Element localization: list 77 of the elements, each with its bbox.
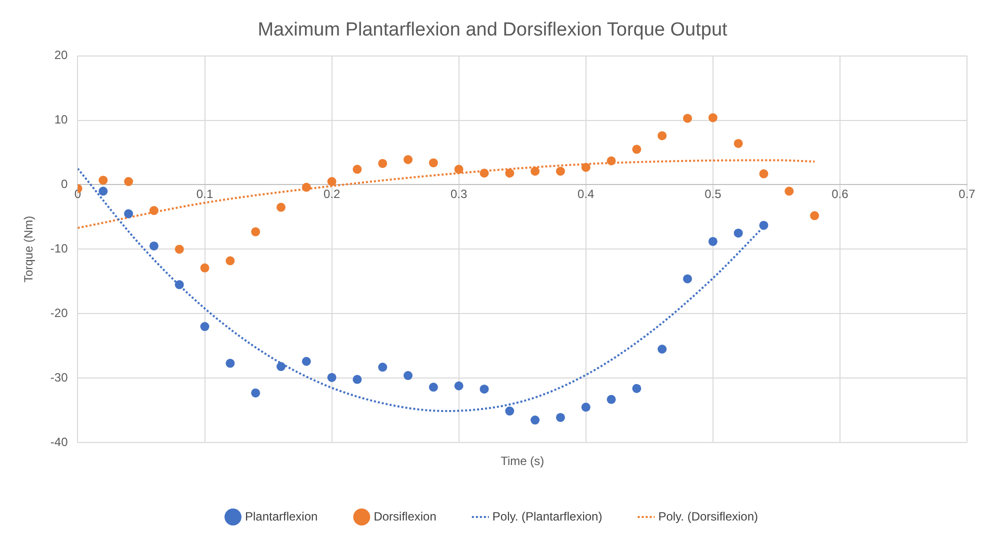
point [632,144,642,154]
y-tick-label: -20 [50,306,68,320]
x-tick-label: 0.4 [578,187,595,202]
point [251,388,260,398]
point [327,372,336,382]
point [454,164,464,174]
point [378,362,388,372]
point [226,256,235,266]
point [683,274,692,284]
point [378,158,388,168]
point [759,220,768,230]
point [505,406,514,416]
point [658,344,667,354]
point [505,168,514,178]
point [174,244,184,254]
point [530,166,540,176]
point [352,374,362,384]
point [683,114,692,123]
y-tick-label: -30 [50,370,68,384]
y-tick-label: 20 [54,48,68,62]
point [428,382,438,392]
point [404,155,413,164]
point [251,227,260,236]
x-tick-label: 0.1 [196,187,214,202]
x-tick-label: 0.2 [323,187,340,202]
point [226,358,235,368]
x-tick-label: 0.3 [450,187,468,202]
point [124,177,134,186]
point [632,384,642,393]
x-tick-label: 0.7 [958,187,976,202]
point [124,209,134,218]
legend-label: Poly. (Plantarflexion) [492,509,602,524]
y-tick-label: -10 [50,242,68,256]
point [606,156,616,166]
point [200,322,210,332]
point [784,186,794,196]
legend-label: Dorsiflexion [374,509,436,524]
x-axis-title: Time (s) [500,454,544,468]
point [581,402,590,412]
legend-label: Poly. (Dorsiflexion) [658,509,758,524]
point [404,371,413,380]
point [327,177,336,186]
point [276,202,286,212]
x-tick-label: 0.5 [704,187,722,202]
point [708,113,718,122]
y-tick-label: -40 [50,434,68,449]
chart-title: Maximum Plantarflexion and Dorsiflexion Torque Output [258,20,728,41]
point [581,162,590,172]
legend-label: Plantarflexion [244,509,318,524]
point [149,241,158,250]
point [556,166,565,176]
point [708,236,718,246]
point [352,164,362,174]
point [480,384,489,394]
point [98,176,108,185]
point [530,416,540,425]
point [556,412,565,422]
point [454,381,464,390]
point [759,169,768,178]
point [734,228,743,238]
point [149,206,158,216]
y-tick-label: 10 [54,112,68,127]
point [276,362,286,372]
point [174,280,184,290]
y-axis-title: Torque (Nm) [22,216,36,283]
point [810,211,820,220]
point [428,158,438,168]
point [302,182,311,192]
point [480,168,489,178]
y-tick-label: 0 [61,177,68,192]
point [302,356,311,366]
point [658,131,667,140]
point [734,138,743,148]
x-tick-label: 0.6 [832,187,849,202]
point [606,394,616,404]
point [200,263,210,272]
point [98,186,108,196]
